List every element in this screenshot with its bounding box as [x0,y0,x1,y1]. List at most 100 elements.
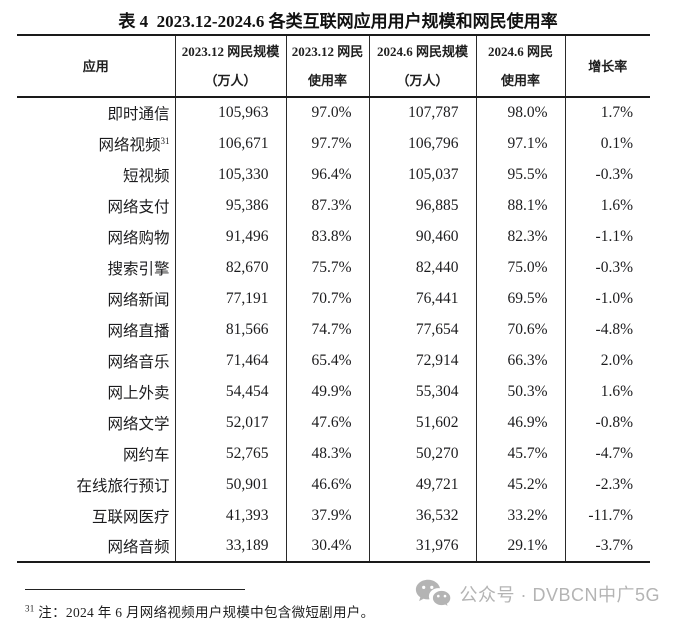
value-cell: 1.6% [564,376,650,407]
value-cell: 36,532 [368,500,476,531]
column-header-0: 应用 [82,58,109,74]
value-cell: 48.3% [285,438,369,469]
value-cell: 47.6% [285,407,369,438]
value-cell: 97.7% [285,128,369,159]
value-cell: 83.8% [285,221,369,252]
value-cell: -4.8% [564,314,650,345]
value-cell: 2.0% [564,345,650,376]
app-name-cell: 互联网医疗 [91,508,170,526]
value-cell: 105,963 [174,97,286,128]
value-cell: 50,901 [174,469,286,500]
table-row: 网络支付 95,386 87.3% 96,885 88.1% 1.6% [17,190,650,221]
value-cell: 96.4% [285,159,369,190]
value-cell: 54,454 [174,376,286,407]
value-cell: -1.0% [564,283,650,314]
table-row: 互联网医疗 41,393 37.9% 36,532 33.2% -11.7% [17,500,650,531]
value-cell: 75.0% [475,252,565,283]
value-cell: 45.7% [475,438,565,469]
value-cell: 30.4% [285,531,369,562]
value-cell: 97.1% [475,128,565,159]
footnote-divider [25,589,245,590]
value-cell: 1.7% [564,97,650,128]
value-cell: 52,017 [174,407,286,438]
page-title: 表 4 2023.12-2024.6 各类互联网应用用户规模和网民使用率 [118,12,558,31]
value-cell: 82.3% [475,221,565,252]
table-row: 网络音频 33,189 30.4% 31,976 29.1% -3.7% [17,531,650,562]
footnote-ref: 31 [160,135,170,146]
value-cell: 41,393 [174,500,286,531]
value-cell: -2.3% [564,469,650,500]
value-cell: -1.1% [564,221,650,252]
value-cell: 72,914 [368,345,476,376]
footnote-text: 注：2024 年 6 月网络视频用户规模中包含微短剧用户。 [38,605,375,620]
value-cell: -0.3% [564,252,650,283]
value-cell: 70.6% [475,314,565,345]
value-cell: 77,191 [174,283,286,314]
app-name-cell: 在线旅行预订 [76,477,170,495]
value-cell: 106,796 [368,128,476,159]
value-cell: 105,037 [368,159,476,190]
footnote-marker: 31 [25,603,35,614]
table-row: 网络音乐 71,464 65.4% 72,914 66.3% 2.0% [17,345,650,376]
value-cell: 97.0% [285,97,369,128]
value-cell: 106,671 [174,128,286,159]
table-row: 网络直播 81,566 74.7% 77,654 70.6% -4.8% [17,314,650,345]
app-name-cell: 网络音乐 [107,353,170,371]
value-cell: 82,440 [368,252,476,283]
value-cell: 69.5% [475,283,565,314]
value-cell: 71,464 [174,345,286,376]
value-cell: 55,304 [368,376,476,407]
table-row: 短视频 105,330 96.4% 105,037 95.5% -0.3% [17,159,650,190]
value-cell: -0.8% [564,407,650,438]
value-cell: -3.7% [564,531,650,562]
value-cell: 33,189 [174,531,286,562]
value-cell: 74.7% [285,314,369,345]
app-name-cell: 网上外卖 [107,384,170,402]
value-cell: -0.3% [564,159,650,190]
value-cell: 75.7% [285,252,369,283]
app-name-cell: 即时通信 [107,106,170,123]
column-header-3: 2024.6 网民规模 （万人） [368,35,476,97]
table-row: 即时通信 105,963 97.0% 107,787 98.0% 1.7% [17,97,650,128]
value-cell: -11.7% [564,500,650,531]
app-name-cell: 网络购物 [107,229,170,247]
value-cell: 29.1% [475,531,565,562]
value-cell: 82,670 [174,252,286,283]
value-cell: 107,787 [368,97,476,128]
table-row: 搜索引擎 82,670 75.7% 82,440 75.0% -0.3% [17,252,650,283]
value-cell: 90,460 [368,221,476,252]
table-container: 应用 2023.12 网民规模 （万人） 2023.12 网民 使用率 2024.6 网民… [17,34,650,563]
value-cell: 98.0% [475,97,565,128]
value-cell: 1.6% [564,190,650,221]
value-cell: 45.2% [475,469,565,500]
value-cell: 46.9% [475,407,565,438]
app-name-cell: 网络音频 [107,539,170,556]
value-cell: 95,386 [174,190,286,221]
value-cell: 70.7% [285,283,369,314]
table-row: 网络购物 91,496 83.8% 90,460 82.3% -1.1% [17,221,650,252]
column-header-1: 2023.12 网民规模 （万人） [174,35,286,97]
value-cell: 50,270 [368,438,476,469]
table-header-row: 应用 2023.12 网民规模 （万人） 2023.12 网民 使用率 2024.6 网民… [17,35,650,97]
app-name-cell: 网络新闻 [107,291,170,309]
value-cell: 0.1% [564,128,650,159]
table-row: 网络视频31 106,671 97.7% 106,796 97.1% 0.1% [17,128,650,159]
column-header-2: 2023.12 网民 使用率 [285,35,369,97]
value-cell: 31,976 [368,531,476,562]
table-row: 网约车 52,765 48.3% 50,270 45.7% -4.7% [17,438,650,469]
app-name-cell: 网络文学 [107,415,170,433]
value-cell: 81,566 [174,314,286,345]
footnote: 31 注：2024 年 6 月网络视频用户规模中包含微短剧用户。 [25,601,445,621]
table-row: 网络新闻 77,191 70.7% 76,441 69.5% -1.0% [17,283,650,314]
value-cell: 91,496 [174,221,286,252]
value-cell: 76,441 [368,283,476,314]
watermark-text: 公众号 · DVBCN中广5G [459,585,660,605]
table-row: 在线旅行预订 50,901 46.6% 49,721 45.2% -2.3% [17,469,650,500]
column-header-4: 2024.6 网民 使用率 [475,35,565,97]
value-cell: 66.3% [475,345,565,376]
value-cell: 96,885 [368,190,476,221]
value-cell: 87.3% [285,190,369,221]
table-row: 网络文学 52,017 47.6% 51,602 46.9% -0.8% [17,407,650,438]
app-name-cell: 短视频 [122,167,170,185]
value-cell: 49,721 [368,469,476,500]
